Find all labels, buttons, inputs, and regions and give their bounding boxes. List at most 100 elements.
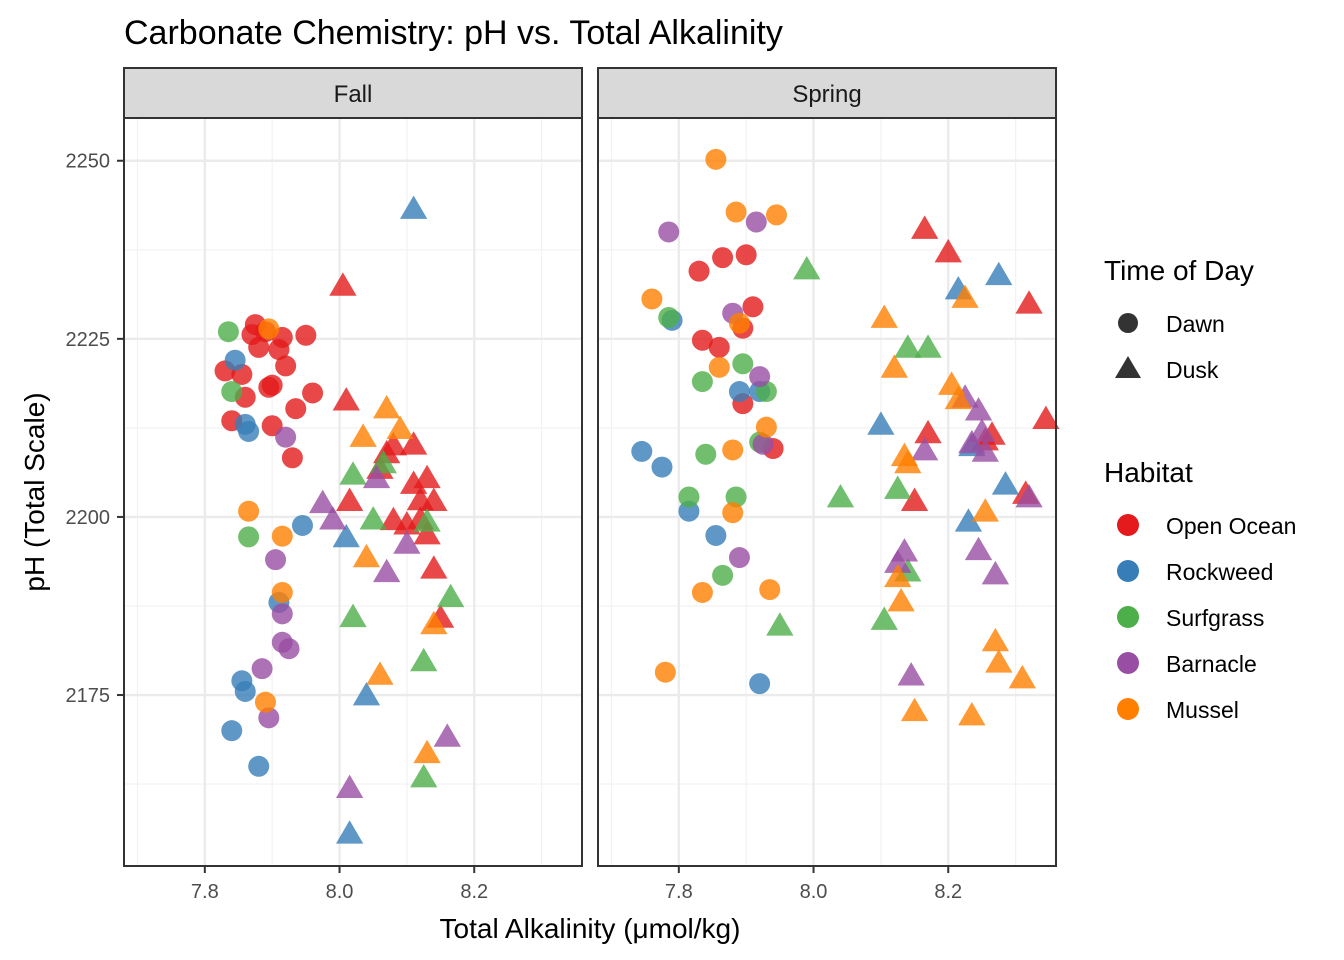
point-spring-mussel-dusk [884,563,912,588]
point-spring-rockweed-dawn [705,524,727,546]
point-fall-mussel-dusk [386,415,414,439]
point-spring-rockweed-dawn [749,673,771,695]
point-fall-rockweed-dawn [221,720,243,742]
point-fall-surfgrass-dusk [410,763,438,788]
point-spring-barnacle-dusk [1015,483,1043,508]
point-spring-rockweed-dusk [985,261,1013,286]
point-spring-mussel-dawn [705,148,727,170]
point-fall-mussel-dawn [238,500,260,522]
point-spring-mussel-dusk [985,649,1013,673]
point-spring-surfgrass-dusk [826,483,855,508]
point-spring-surfgrass-dawn [725,486,747,508]
point-fall-open-ocean-dawn [281,447,303,469]
legend-key-open-ocean [1117,514,1139,536]
legend-key-surfgrass [1117,606,1139,628]
point-fall-barnacle-dawn [251,658,273,680]
point-spring-surfgrass-dusk [793,256,821,280]
legend-key-dusk [1115,356,1141,378]
point-fall-open-ocean-dusk [332,387,360,411]
y-axis-title: pH (Total Scale) [19,392,50,591]
point-spring-barnacle-dawn [658,221,680,243]
point-spring-mussel-dusk [971,498,999,522]
point-fall-surfgrass-dusk [339,603,367,628]
grid-fall [124,118,582,866]
point-fall-rockweed-dusk [399,195,428,219]
point-fall-rockweed-dusk [335,820,364,844]
point-fall-open-ocean-dusk [399,431,428,455]
point-fall-barnacle-dawn [278,638,300,660]
panel-strip-fall [123,67,583,119]
point-fall-rockweed-dawn [234,680,256,702]
point-spring-mussel-dawn [691,581,713,603]
grid-spring [598,118,1056,866]
legend-key-dawn [1118,313,1138,333]
panel-label-spring: Spring [792,81,861,108]
y-tick-label: 2175 [66,685,111,707]
point-fall-surfgrass-dusk [410,647,438,672]
point-spring-open-ocean-dawn [712,247,734,269]
point-spring-surfgrass-dusk [914,334,942,358]
point-fall-barnacle-dusk [335,774,364,799]
point-spring-open-ocean-dawn [688,260,710,282]
point-spring-barnacle-dusk [958,429,986,454]
point-fall-barnacle-dusk [319,506,347,530]
point-spring-rockweed-dawn [728,381,750,403]
y-tick-label: 2225 [66,329,111,351]
legend-key-mussel [1117,698,1139,720]
x-tick-label: 8.2 [460,881,488,903]
point-spring-mussel-dawn [759,579,781,601]
point-fall-rockweed-dusk [352,682,381,706]
point-spring-mussel-dusk [880,354,909,378]
point-spring-barnacle-dusk [884,549,912,573]
point-spring-surfgrass-dawn [658,306,680,328]
point-fall-barnacle-dawn [271,603,293,625]
point-spring-surfgrass-dusk [766,612,794,636]
point-fall-rockweed-dawn [224,349,246,371]
point-spring-barnacle-dusk [971,438,999,462]
legend-label-surfgrass: Surfgrass [1166,605,1264,631]
point-spring-surfgrass-dusk [870,606,898,630]
point-spring-barnacle-dawn [745,211,767,233]
point-fall-surfgrass-dawn [217,321,239,343]
point-spring-mussel-dawn [641,288,663,310]
legend-label-dawn: Dawn [1166,311,1225,337]
point-spring-mussel-dusk [958,701,986,726]
point-fall-open-ocean-dusk [420,487,448,511]
x-axis-spring: 7.8 8.0 8.2 [665,866,962,903]
chart-title: Carbonate Chemistry: pH vs. Total Alkali… [124,14,783,52]
point-spring-mussel-dusk [900,697,929,722]
y-axis: 2175 2200 2225 2250 [66,151,124,707]
point-fall-surfgrass-dusk [437,583,465,608]
point-spring-rockweed-dawn [651,456,673,478]
point-spring-barnacle-dusk [964,397,993,421]
legend-habitat: Habitat Open Ocean Rockweed Surfgrass Ba… [1104,457,1296,723]
point-spring-mussel-dawn [722,502,744,524]
point-spring-barnacle-dawn [749,366,771,388]
point-spring-rockweed-dusk [867,411,895,435]
point-fall-rockweed-dawn [291,514,313,536]
y-tick-label: 2250 [66,151,111,173]
point-spring-mussel-dusk [887,587,915,612]
plot-area-fall [124,118,582,866]
x-axis-fall: 7.8 8.0 8.2 [191,866,488,903]
point-fall-mussel-dawn [254,691,276,713]
point-fall-rockweed-dawn [238,420,260,442]
point-spring-open-ocean-dusk [1015,290,1043,314]
legend-label-barnacle: Barnacle [1166,651,1257,677]
x-tick-label: 8.0 [800,881,828,903]
point-fall-open-ocean-dusk [413,521,441,545]
point-spring-surfgrass-dawn [712,564,734,586]
point-spring-surfgrass-dusk [894,334,922,358]
point-fall-surfgrass-dusk [339,461,367,485]
point-spring-mussel-dusk [981,627,1010,652]
point-fall-barnacle-dusk [309,489,337,514]
point-spring-surfgrass-dawn [695,443,717,465]
legend-label-rockweed: Rockweed [1166,559,1273,585]
legend-label-dusk: Dusk [1166,357,1219,383]
plot-area-spring [598,118,1056,866]
point-spring-open-ocean-dusk [914,419,942,444]
point-fall-mussel-dusk [352,543,381,568]
point-spring-mussel-dusk [951,284,979,308]
panel-border-spring [597,117,1057,867]
